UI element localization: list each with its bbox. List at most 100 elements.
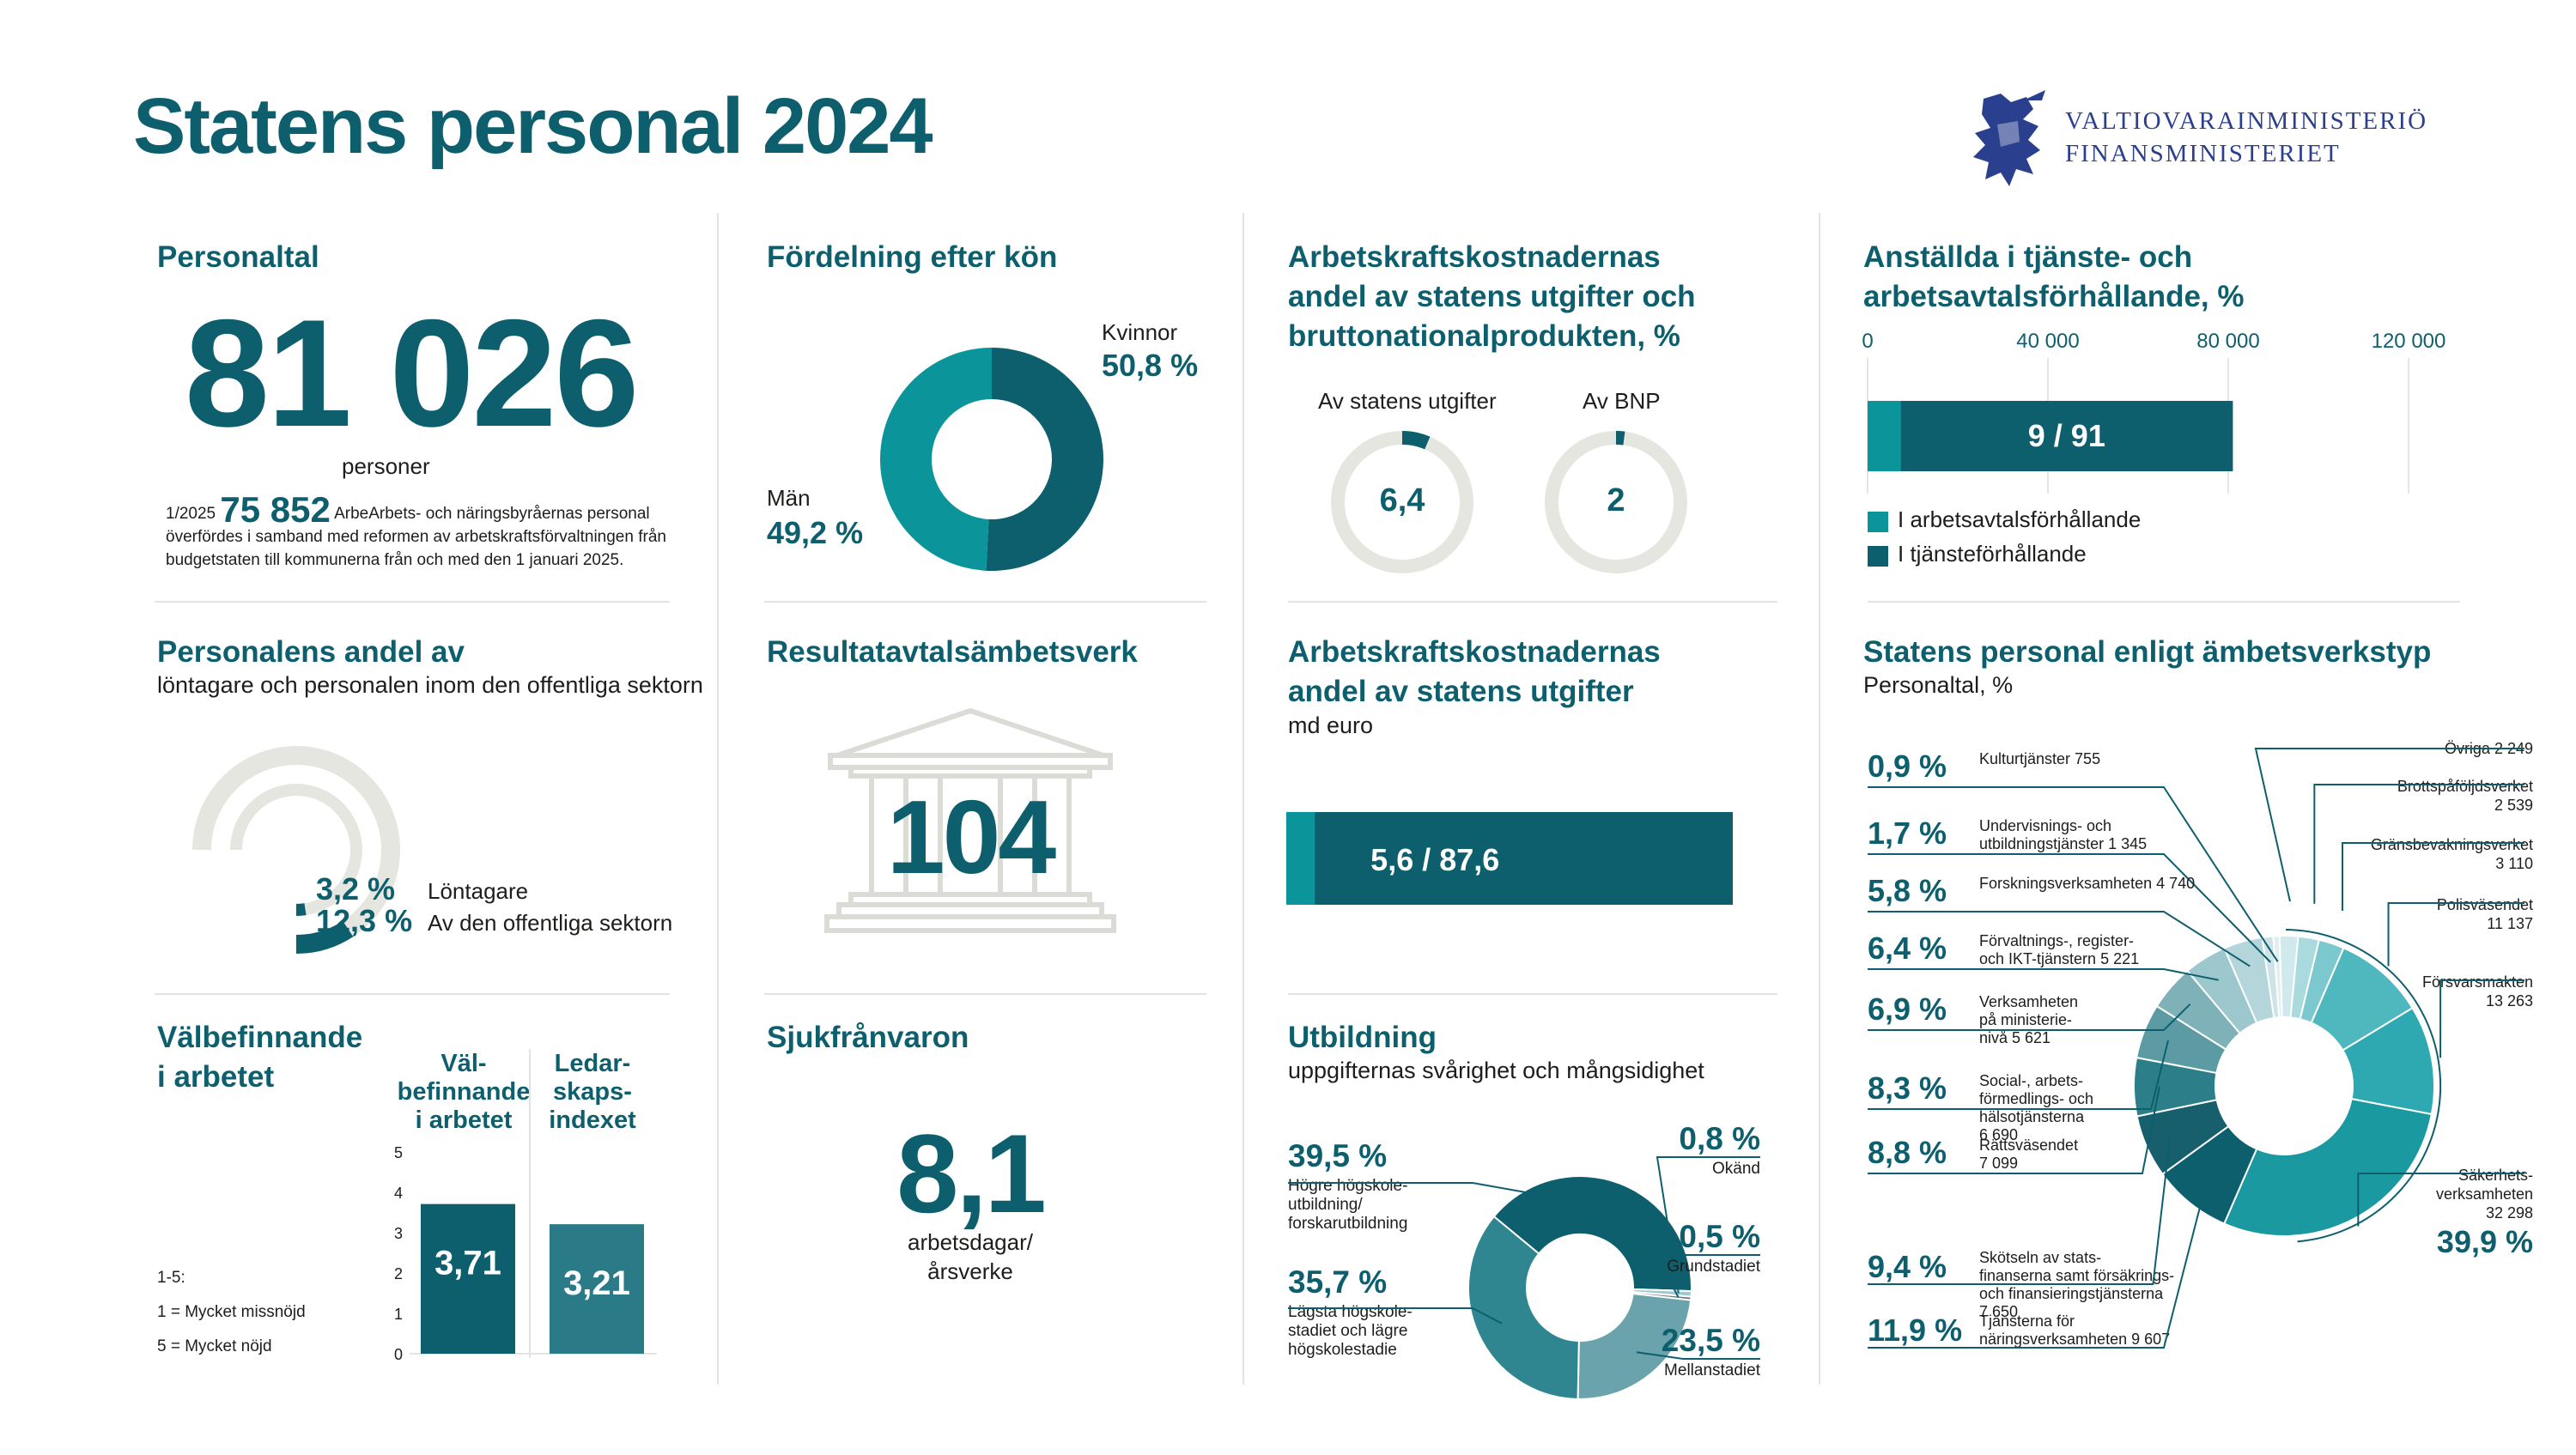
- ambet-right-label: Försvarsmakten: [2422, 973, 2533, 991]
- utbildning-category-label: Lägsta högskole-: [1288, 1303, 1413, 1321]
- leader-line: [2341, 842, 2524, 912]
- sjuk-unit-1: arbetsdagar/: [908, 1229, 1033, 1255]
- leader-line: [1656, 1156, 1760, 1294]
- statens-utgifter-ring: [1331, 431, 1473, 573]
- col-a-line-1: Väl-: [440, 1050, 487, 1077]
- men-label: Män: [767, 485, 811, 511]
- divider: [1819, 213, 1820, 1385]
- ambet-left-label: näringsverksamheten 9 607: [1979, 1331, 2170, 1348]
- resultat-title: Resultatavtalsämbetsverk: [767, 635, 1138, 669]
- bar-arbetsavtal: [1868, 401, 1901, 471]
- leader-line: [1868, 853, 2271, 963]
- valbefinnande-bar: [421, 1203, 515, 1354]
- utbildning-pct-label: 0,5 %: [1679, 1219, 1760, 1254]
- utbildning-slice: [1467, 1215, 1580, 1400]
- ambet-left-label: Förvaltnings-, register-: [1979, 932, 2134, 949]
- personaltal-unit: personer: [342, 453, 430, 479]
- bnp-ring: [1545, 431, 1687, 573]
- resultat-value: 104: [886, 779, 1057, 895]
- utbildning-category-label: Högre högskole-: [1288, 1177, 1407, 1195]
- ambet-left-label: nivå 5 621: [1979, 1029, 2050, 1046]
- utbildning-pct-label: 35,7 %: [1288, 1264, 1387, 1300]
- col-header-ledarskap: Ledar- skaps- indexet: [528, 1050, 657, 1135]
- axis-tick-label: 0: [1862, 330, 1873, 353]
- leader-line: [2254, 748, 2524, 902]
- utbildning-pct-label: 39,5 %: [1288, 1138, 1387, 1173]
- statens-utgifter-label: Av statens utgifter: [1318, 388, 1497, 414]
- leader-line: [1868, 786, 2279, 962]
- utbildning-category-label: utbildning/: [1288, 1196, 1363, 1214]
- anstallda-bar-chart: 0 40 000 80 000 120 000 9 / 91: [1862, 330, 2446, 494]
- sjuk-title: Sjukfrånvaron: [767, 1021, 969, 1054]
- kostnader-andel-title-1: Arbetskraftskostnadernas: [1288, 240, 1661, 274]
- ambet-left-label: Social-, arbets-: [1979, 1072, 2083, 1089]
- ambet-left-pct: 6,9 %: [1868, 991, 1947, 1027]
- andel-av-ring-chart: [192, 746, 400, 954]
- ambet-right-label: Polisväsendet: [2437, 896, 2533, 913]
- legend-swatch-arbetsavtal: [1868, 512, 1888, 532]
- bar-statens-utgifter: [1286, 812, 1733, 905]
- lontagare-arc: [296, 903, 307, 916]
- axis-tick-label: 40 000: [2016, 330, 2079, 353]
- col-b-line-2: skaps-: [553, 1078, 632, 1106]
- utbildning-subtitle: uppgifternas svårighet och mångsidighet: [1288, 1058, 1704, 1083]
- ambet-right-label: 32 298: [2486, 1204, 2533, 1222]
- offentliga-arc: [296, 920, 354, 954]
- leader-line: [1868, 968, 2219, 981]
- women-pct: 50,8 %: [1102, 348, 1199, 383]
- divider: [1868, 601, 2460, 603]
- bnp-value: 2: [1607, 482, 1625, 518]
- sjuk-value: 8,1: [896, 1111, 1047, 1236]
- scale-1: 1 = Mycket missnöjd: [157, 1303, 306, 1321]
- valbefinnande-title-1: Välbefinnande: [157, 1021, 363, 1054]
- ambet-left-label: utbildningstjänster 1 345: [1979, 835, 2147, 852]
- bar-value-label: 3,21: [563, 1264, 630, 1302]
- kostnader-md-title-1: Arbetskraftskostnadernas: [1288, 635, 1661, 669]
- kostnader-md-bar-chart: 5,6 / 87,6: [1286, 812, 1733, 905]
- bar-arbetskraftskostnader: [1286, 812, 1315, 905]
- ambet-left-pct: 11,9 %: [1868, 1313, 1962, 1348]
- axis-tick-label: 120 000: [2372, 330, 2446, 353]
- bnp-label: Av BNP: [1583, 388, 1661, 414]
- men-pct: 49,2 %: [767, 515, 864, 550]
- ambet-left-label: Kulturtjänster 755: [1979, 750, 2100, 767]
- ambet-left-label: Rättsväsendet: [1979, 1137, 2078, 1154]
- ring-value-arc: [1402, 431, 1431, 450]
- gender-slice: [880, 348, 992, 571]
- ambet-right-label: 3 110: [2495, 855, 2533, 872]
- lion-crest-icon: [1973, 90, 2045, 186]
- leader-line: [2387, 902, 2524, 967]
- ambetsverkstyp-slice: [2272, 935, 2283, 1019]
- col-header-valbefinnande: Väl- befinnande i arbetet: [395, 1050, 532, 1135]
- divider: [764, 993, 1206, 995]
- axis-tick-label: 80 000: [2196, 330, 2259, 353]
- col-a-line-2: befinnande: [397, 1078, 531, 1106]
- personaltal-note: 1/2025 75 852 ArbeArbets- och näringsbyr…: [166, 492, 681, 572]
- note-value: 75 852: [220, 489, 331, 530]
- leader-line: [2313, 784, 2524, 904]
- offentliga-label: Av den offentliga sektorn: [428, 910, 673, 936]
- ambet-left-pct: 9,4 %: [1868, 1249, 1947, 1284]
- kostnader-andel-title-3: bruttonationalprodukten, %: [1288, 319, 1680, 353]
- leader-line: [1868, 1040, 2170, 1110]
- ambet-right-label: 11 137: [2487, 915, 2533, 932]
- leader-line: [1868, 1003, 2191, 1031]
- ambet-right-label: Gränsbevakningsverket: [2371, 836, 2533, 853]
- legend-tjanst: I tjänsteförhållande: [1898, 541, 2087, 567]
- page-title: Statens personal 2024: [133, 82, 933, 170]
- ambetsverkstyp-title: Statens personal enligt ämbetsverkstyp: [1863, 635, 2432, 669]
- personaltal-value: 81 026: [185, 288, 639, 458]
- utbildning-slice: [1492, 1175, 1692, 1293]
- ambet-left-label: Verksamheten: [1979, 993, 2078, 1010]
- leader-line: [1868, 1136, 2172, 1285]
- utbildning-category-label: Grundstadiet: [1667, 1258, 1761, 1276]
- divider: [1242, 213, 1244, 1385]
- valbefinnande-title-2: i arbetet: [157, 1060, 275, 1094]
- legend-swatch-tjanst: [1868, 546, 1888, 567]
- ambet-left-pct: 8,3 %: [1868, 1070, 1947, 1106]
- leader-line: [2357, 1173, 2524, 1227]
- ambet-left-label: Undervisnings- och: [1979, 817, 2111, 834]
- leader-line: [2439, 979, 2524, 1058]
- col-a-line-3: i arbetet: [415, 1106, 513, 1134]
- col-b-line-3: indexet: [549, 1106, 636, 1134]
